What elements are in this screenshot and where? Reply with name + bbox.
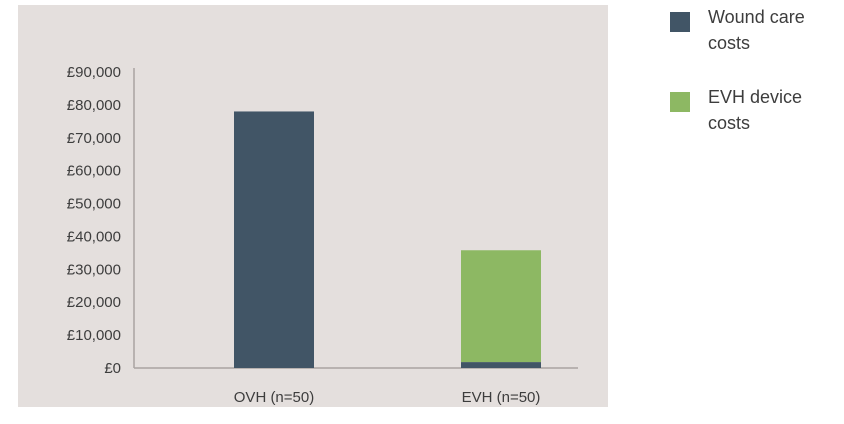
y-tick-label: £30,000 — [67, 261, 121, 278]
y-axis-ticks: £0 £10,000 £20,000 £30,000 £40,000 £50,000 £60… — [67, 64, 121, 377]
y-tick-label: £60,000 — [67, 163, 121, 180]
y-tick-label: £80,000 — [67, 97, 121, 114]
y-tick-label: £10,000 — [67, 327, 121, 344]
bar-chart: £0 £10,000 £20,000 £30,000 £40,000 £50,000 £60… — [67, 64, 578, 406]
bar-segment — [461, 250, 541, 363]
legend-label-wound-care: Wound care costs — [708, 7, 805, 53]
plot-area: £0 £10,000 £20,000 £30,000 £40,000 £50,000 £60… — [18, 5, 608, 407]
legend-swatch-evh-device — [670, 92, 690, 112]
y-tick-label: £40,000 — [67, 228, 121, 245]
bar-segment — [461, 362, 541, 368]
y-tick-label: £0 — [104, 360, 121, 377]
bar-segment — [234, 111, 314, 368]
y-tick-label: £90,000 — [67, 64, 121, 81]
y-tick-label: £70,000 — [67, 130, 121, 147]
y-tick-label: £20,000 — [67, 294, 121, 311]
legend-label-evh-device: EVH device costs — [708, 87, 803, 133]
y-tick-label: £50,000 — [67, 196, 121, 213]
bars — [234, 111, 541, 368]
x-axis-categories: OVH (n=50) EVH (n=50) — [234, 389, 541, 406]
x-category-label: EVH (n=50) — [462, 389, 541, 406]
x-category-label: OVH (n=50) — [234, 389, 314, 406]
legend-swatch-wound-care — [670, 12, 690, 32]
